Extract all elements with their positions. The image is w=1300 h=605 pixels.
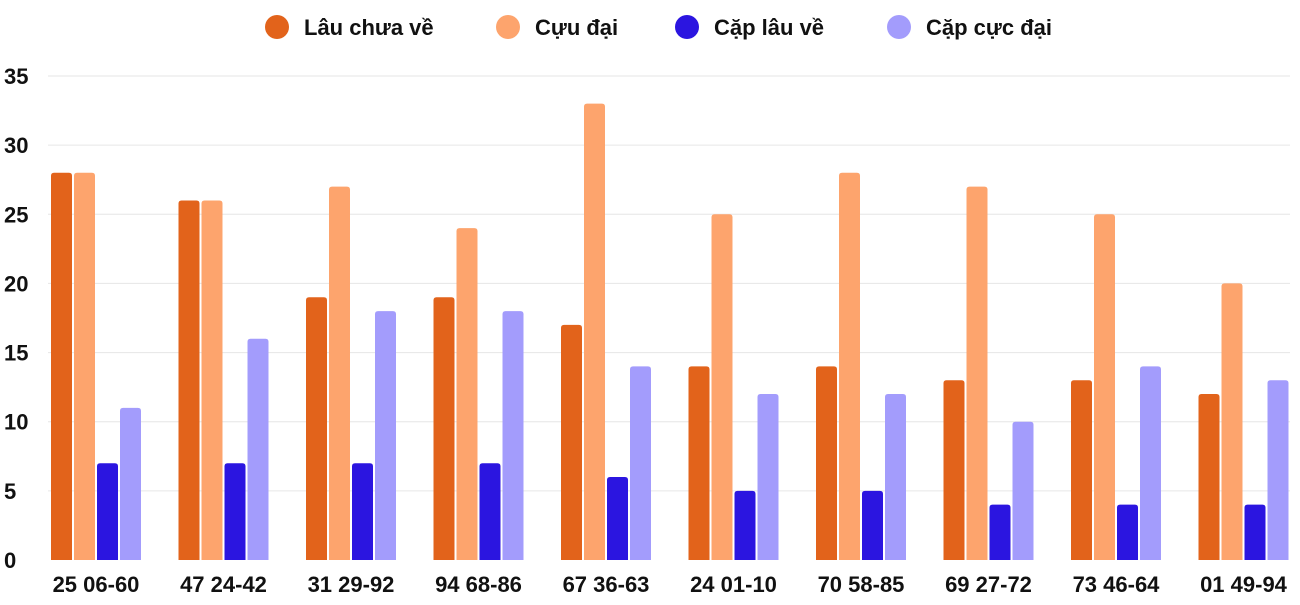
x-tick-label: 31 29-92 xyxy=(308,572,395,597)
bar xyxy=(862,490,883,560)
y-tick-label: 5 xyxy=(4,479,16,504)
legend-label: Cựu đại xyxy=(535,15,618,40)
bar-group xyxy=(51,172,141,561)
bar xyxy=(816,366,837,560)
x-tick-label: 01 49-94 xyxy=(1200,572,1288,597)
legend-item[interactable]: Lâu chưa về xyxy=(265,15,434,40)
bar xyxy=(201,200,223,560)
bar xyxy=(1221,283,1243,560)
bar xyxy=(688,366,710,560)
bar xyxy=(584,103,605,561)
bar-group xyxy=(433,228,524,560)
bar-group xyxy=(178,200,269,560)
bar xyxy=(502,311,524,560)
bar xyxy=(479,463,501,560)
bar xyxy=(885,394,906,560)
bar xyxy=(1071,380,1092,560)
bar-group xyxy=(306,186,396,560)
bar xyxy=(375,311,396,560)
legend-swatch xyxy=(265,15,289,39)
bar xyxy=(630,366,651,560)
bar xyxy=(1140,366,1161,560)
bar-group xyxy=(1198,283,1289,560)
bar xyxy=(51,172,72,561)
bar-group xyxy=(943,186,1034,560)
bar-group xyxy=(688,214,779,561)
y-tick-label: 20 xyxy=(4,271,28,296)
bar xyxy=(1117,504,1138,560)
bar xyxy=(1012,421,1034,560)
legend-item[interactable]: Cặp cực đại xyxy=(887,15,1052,40)
bar xyxy=(1267,380,1289,560)
bar xyxy=(943,380,965,560)
y-tick-label: 15 xyxy=(4,341,28,366)
x-tick-label: 73 46-64 xyxy=(1073,572,1161,597)
bar xyxy=(120,407,141,560)
bar xyxy=(97,463,118,560)
x-axis: 25 06-60 47 24-42 31 29-92 94 68-86 67 36-63… xyxy=(53,572,1288,597)
legend-item[interactable]: Cựu đại xyxy=(496,15,618,40)
x-tick-label: 25 06-60 xyxy=(53,572,140,597)
bar xyxy=(224,463,246,560)
legend-swatch xyxy=(887,15,911,39)
bar xyxy=(989,504,1011,560)
bar xyxy=(607,477,628,560)
bar xyxy=(178,200,200,560)
bar-group xyxy=(1071,214,1161,561)
legend-label: Cặp cực đại xyxy=(926,15,1052,40)
bar xyxy=(352,463,373,560)
bar xyxy=(74,172,95,561)
bar xyxy=(1198,394,1220,560)
bar xyxy=(456,228,478,560)
bar xyxy=(433,297,455,560)
bar xyxy=(711,214,733,561)
x-tick-label: 47 24-42 xyxy=(180,572,267,597)
y-tick-label: 10 xyxy=(4,410,28,435)
y-axis: 0 5 10 15 20 25 30 35 xyxy=(4,64,28,573)
x-tick-label: 67 36-63 xyxy=(563,572,650,597)
bar xyxy=(839,172,860,561)
y-tick-label: 30 xyxy=(4,133,28,158)
x-tick-label: 94 68-86 xyxy=(435,572,522,597)
bar xyxy=(561,324,582,560)
bars xyxy=(51,103,1289,561)
y-tick-label: 0 xyxy=(4,548,16,573)
y-tick-label: 35 xyxy=(4,64,28,89)
bar xyxy=(247,338,269,560)
bar xyxy=(734,490,756,560)
x-tick-label: 24 01-10 xyxy=(690,572,777,597)
y-tick-label: 25 xyxy=(4,202,28,227)
bar-group xyxy=(561,103,651,561)
x-tick-label: 69 27-72 xyxy=(945,572,1032,597)
bar xyxy=(306,297,327,560)
x-tick-label: 70 58-85 xyxy=(818,572,905,597)
bar xyxy=(329,186,350,560)
legend-swatch xyxy=(675,15,699,39)
legend: Lâu chưa về Cựu đại Cặp lâu về Cặp cực đại xyxy=(265,15,1052,40)
bar-group xyxy=(816,172,906,561)
legend-label: Cặp lâu về xyxy=(714,15,824,40)
bar xyxy=(1094,214,1115,561)
bar xyxy=(1244,504,1266,560)
bar xyxy=(757,394,779,560)
bar xyxy=(966,186,988,560)
legend-item[interactable]: Cặp lâu về xyxy=(675,15,824,40)
legend-label: Lâu chưa về xyxy=(304,15,434,40)
legend-swatch xyxy=(496,15,520,39)
